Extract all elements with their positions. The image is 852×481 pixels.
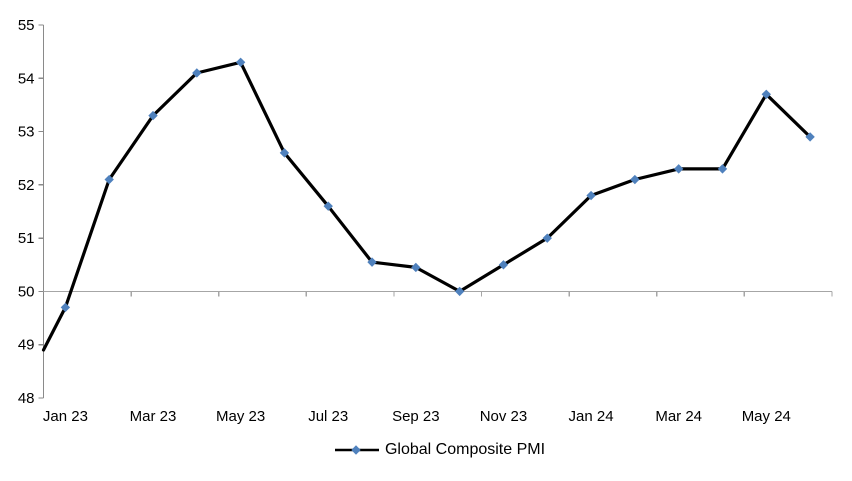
data-point-marker <box>542 233 552 243</box>
legend-entry: Global Composite PMI <box>334 441 546 459</box>
data-point-marker <box>498 260 509 270</box>
data-point-marker <box>411 262 421 273</box>
data-point-marker <box>323 201 333 211</box>
y-tick-label: 55 <box>18 17 35 34</box>
data-point-marker <box>60 302 71 313</box>
y-tick-label: 49 <box>18 337 35 354</box>
y-tick-label: 53 <box>18 124 35 141</box>
data-point-marker <box>279 148 290 158</box>
x-axis-label: Mar 23 <box>130 408 177 425</box>
legend-label: Global Composite PMI <box>384 441 546 458</box>
data-point-marker <box>673 164 684 174</box>
data-point-marker <box>630 174 640 185</box>
legend-sample-marker <box>351 445 361 455</box>
data-point-marker <box>104 174 114 185</box>
y-tick-label: 51 <box>18 230 35 247</box>
data-point-marker <box>586 190 596 201</box>
y-tick-label: 54 <box>18 70 35 87</box>
y-tick-label: 48 <box>18 390 35 407</box>
x-axis-label: Sep 23 <box>392 408 440 425</box>
y-tick-label: 50 <box>18 283 35 300</box>
x-axis-label: Jan 24 <box>569 408 614 425</box>
data-point-marker <box>367 257 377 267</box>
data-point-marker <box>235 57 246 67</box>
y-tick-label: 52 <box>18 177 35 194</box>
x-axis-label: Mar 24 <box>655 408 702 425</box>
data-point-marker <box>761 89 771 99</box>
data-point-marker <box>805 132 815 142</box>
x-axis-label: Nov 23 <box>480 408 528 425</box>
x-axis-label: May 24 <box>742 408 791 425</box>
data-point-marker <box>454 286 465 297</box>
data-point-marker <box>192 68 202 78</box>
data-point-marker <box>717 164 728 174</box>
series-line <box>41 60 812 352</box>
chart-legend: Global Composite PMI <box>0 441 852 459</box>
x-axis-label: Jan 23 <box>43 408 88 425</box>
legend-line-marker-sample <box>334 445 379 455</box>
data-point-marker <box>148 110 158 121</box>
x-axis-label: Jul 23 <box>308 408 348 425</box>
x-axis-label: May 23 <box>216 408 265 425</box>
